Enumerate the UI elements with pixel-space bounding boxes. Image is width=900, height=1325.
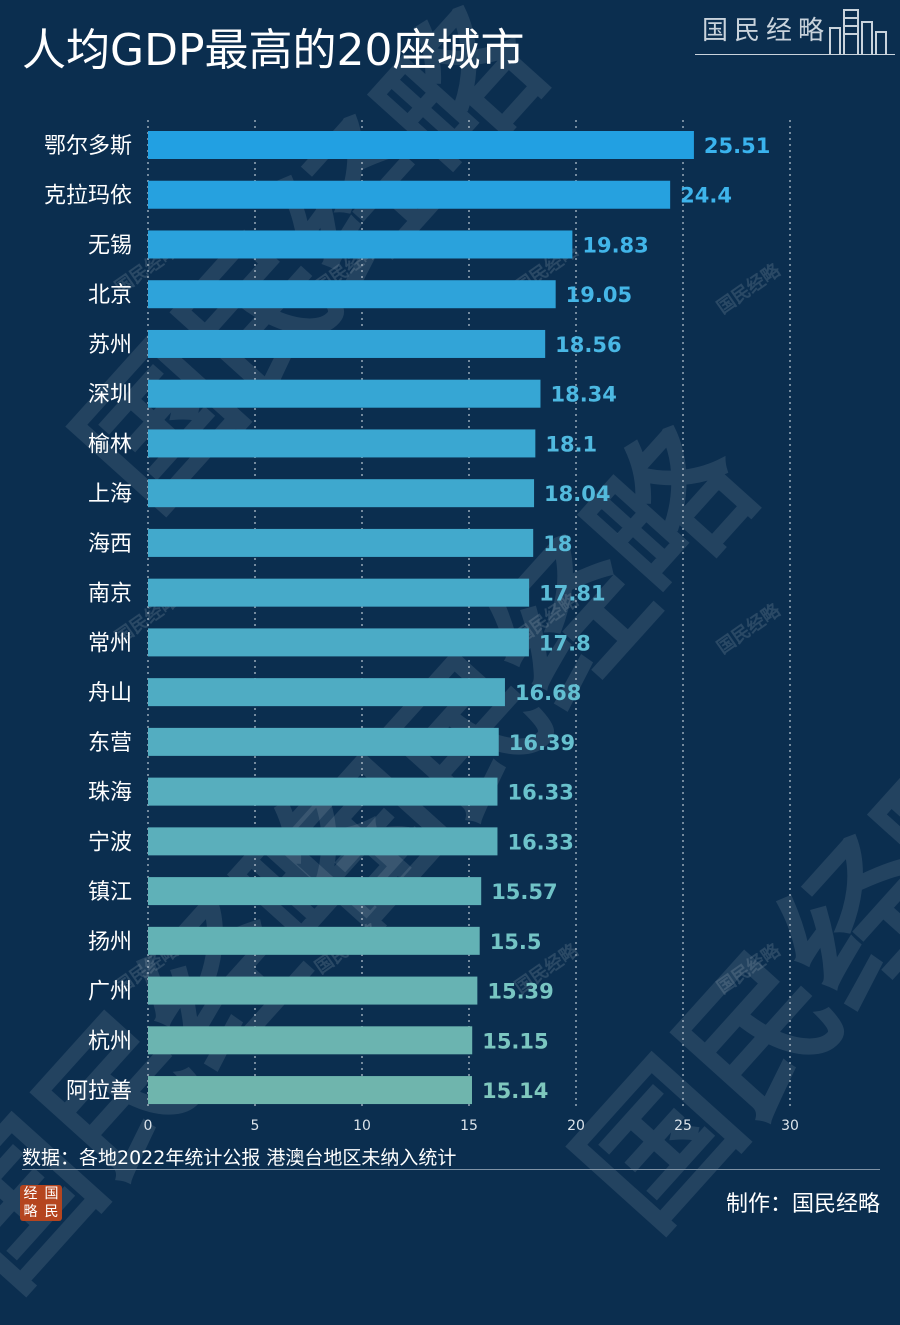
bar xyxy=(148,976,478,1005)
value-label: 18.1 xyxy=(545,432,597,456)
data-source: 数据：各地2022年统计公报 港澳台地区未纳入统计 xyxy=(22,1147,457,1169)
value-label: 19.83 xyxy=(582,233,648,257)
bar xyxy=(148,280,556,309)
page-title: 人均GDP最高的20座城市 xyxy=(22,25,525,76)
seal-char: 略 xyxy=(23,1204,38,1220)
category-label: 东营 xyxy=(88,731,132,756)
value-label: 16.33 xyxy=(507,830,573,854)
bar-chart: 0 5 10 15 20 25 30 鄂尔多斯 25.51 克拉玛依 24.4 无锡 19.83 北京 19… xyxy=(44,120,799,1134)
category-label: 常州 xyxy=(88,631,132,656)
x-tick-label: 20 xyxy=(567,1118,585,1134)
category-label: 宁波 xyxy=(88,830,132,855)
category-label: 南京 xyxy=(88,582,132,607)
category-label: 榆林 xyxy=(88,432,132,457)
value-label: 15.39 xyxy=(487,980,553,1004)
bar xyxy=(148,678,505,707)
value-label: 15.57 xyxy=(491,880,557,904)
x-tick-label: 25 xyxy=(674,1118,692,1134)
x-tick-label: 5 xyxy=(251,1118,260,1134)
category-label: 阿拉善 xyxy=(66,1079,132,1104)
bar xyxy=(148,1076,472,1105)
bar xyxy=(148,329,546,358)
category-label: 克拉玛依 xyxy=(44,184,132,209)
bar xyxy=(148,777,498,806)
category-label: 北京 xyxy=(88,283,132,308)
category-label: 鄂尔多斯 xyxy=(44,134,132,159)
value-label: 16.68 xyxy=(515,681,581,705)
value-label: 24.4 xyxy=(680,184,732,208)
bar xyxy=(148,727,499,756)
seal-logo: 经 国 略 民 xyxy=(20,1185,62,1221)
seal-char: 民 xyxy=(44,1204,59,1220)
category-label: 镇江 xyxy=(88,880,132,905)
value-label: 25.51 xyxy=(704,134,770,158)
value-label: 17.81 xyxy=(539,582,605,606)
value-label: 18.34 xyxy=(550,383,616,407)
bar xyxy=(148,877,482,906)
category-label: 珠海 xyxy=(88,781,132,806)
bar xyxy=(148,926,480,955)
x-tick-label: 30 xyxy=(781,1118,799,1134)
value-label: 16.39 xyxy=(509,731,575,755)
seal-char: 经 xyxy=(23,1186,38,1202)
value-label: 15.5 xyxy=(490,930,542,954)
bar xyxy=(148,379,541,408)
value-label: 17.8 xyxy=(539,631,591,655)
category-label: 杭州 xyxy=(88,1029,132,1054)
category-label: 上海 xyxy=(88,482,132,507)
bar xyxy=(148,230,573,259)
bar xyxy=(148,429,536,458)
x-tick-label: 10 xyxy=(353,1118,371,1134)
bar xyxy=(148,827,498,856)
x-tick-label: 15 xyxy=(460,1118,478,1134)
value-label: 19.05 xyxy=(566,283,632,307)
seal-char: 国 xyxy=(44,1186,59,1202)
value-label: 15.14 xyxy=(482,1079,548,1103)
bar xyxy=(148,528,534,557)
x-tick-label: 0 xyxy=(144,1118,153,1134)
category-label: 苏州 xyxy=(88,333,132,358)
bar xyxy=(148,1026,473,1055)
bar xyxy=(148,628,529,657)
value-label: 18.56 xyxy=(555,333,621,357)
building-icon xyxy=(829,9,887,54)
bar xyxy=(148,578,530,607)
category-label: 无锡 xyxy=(88,233,132,258)
category-label: 广州 xyxy=(88,980,132,1005)
value-label: 15.15 xyxy=(482,1029,548,1053)
brand-underline xyxy=(695,54,895,55)
category-label: 深圳 xyxy=(88,383,132,408)
brand-name: 国民经略 xyxy=(701,16,830,46)
value-label: 18.04 xyxy=(544,482,610,506)
value-label: 18 xyxy=(543,532,572,556)
footer-divider xyxy=(22,1169,880,1170)
bar xyxy=(148,479,535,508)
bar xyxy=(148,131,694,159)
value-label: 16.33 xyxy=(507,781,573,805)
category-label: 舟山 xyxy=(88,681,132,706)
maker-credit: 制作：国民经略 xyxy=(725,1192,880,1217)
category-label: 扬州 xyxy=(88,930,132,955)
bar xyxy=(148,180,671,209)
category-label: 海西 xyxy=(88,532,132,557)
